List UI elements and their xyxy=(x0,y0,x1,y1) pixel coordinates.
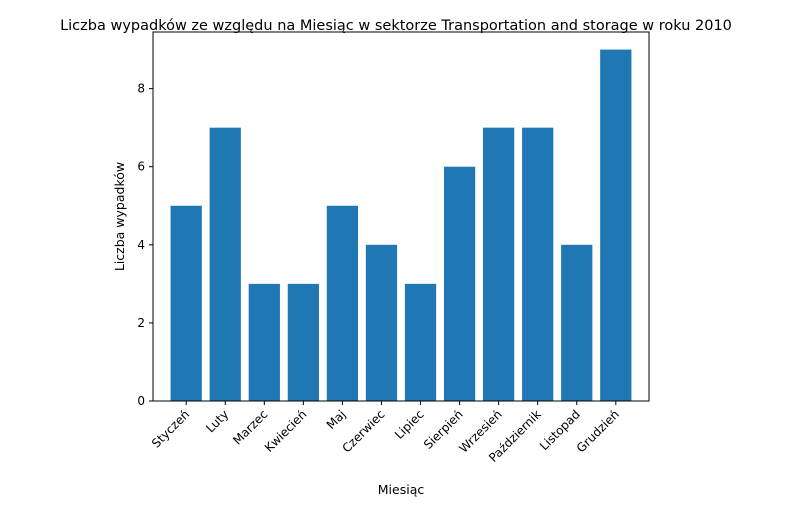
bar-5 xyxy=(326,205,359,401)
y-tick-label: 8 xyxy=(137,82,145,96)
bar-9 xyxy=(483,127,515,402)
y-axis: 0 2 4 6 8 xyxy=(137,82,153,408)
plot-frame xyxy=(152,31,650,402)
bar-6 xyxy=(365,244,398,401)
bar-12 xyxy=(600,49,632,401)
x-axis-label: Miesiąc xyxy=(378,482,425,497)
y-tick-label: 0 xyxy=(137,394,145,408)
bar-7 xyxy=(404,283,437,401)
bar-11 xyxy=(561,244,593,401)
y-axis-label: Liczba wypadków xyxy=(112,162,127,271)
y-tick-label: 2 xyxy=(137,316,145,330)
bar-4 xyxy=(287,283,319,401)
chart-title: Liczba wypadków ze względu na Miesiąc w … xyxy=(60,18,732,34)
bar-1 xyxy=(170,205,202,401)
y-tick-label: 4 xyxy=(137,238,145,252)
bar-10 xyxy=(522,127,554,402)
bar-8 xyxy=(443,166,476,401)
bar-series xyxy=(170,49,632,402)
bar-2 xyxy=(209,127,241,402)
bar-3 xyxy=(248,283,280,401)
y-tick-label: 6 xyxy=(137,160,145,174)
